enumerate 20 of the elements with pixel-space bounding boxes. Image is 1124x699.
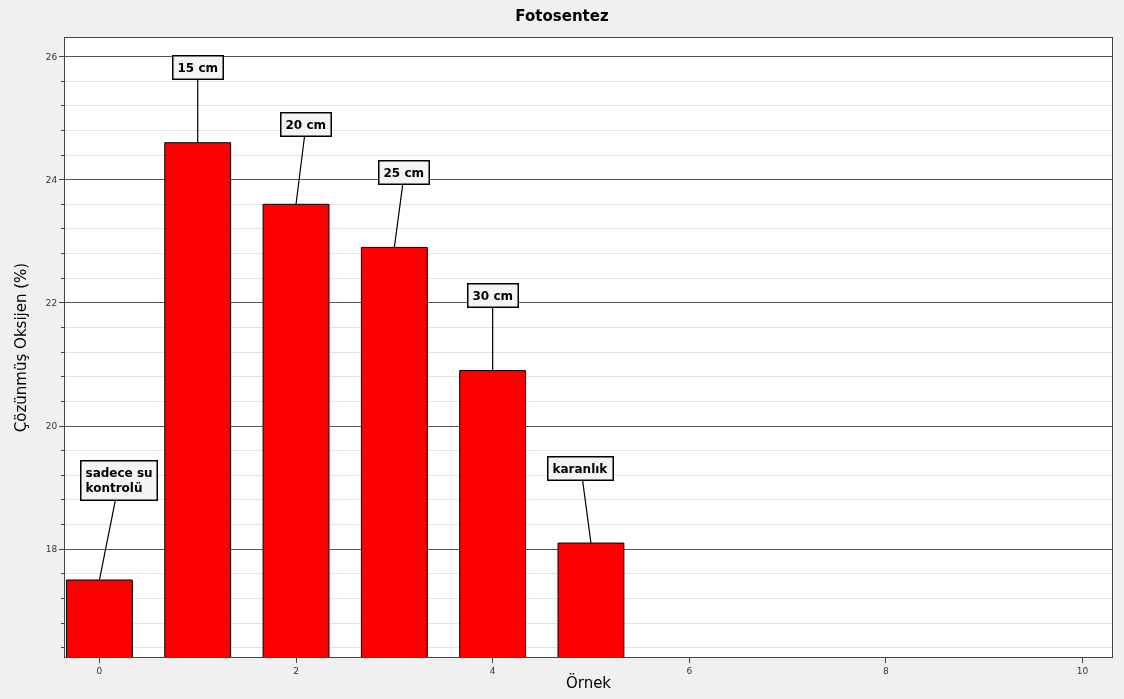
x-tick-label: 2 bbox=[293, 665, 299, 676]
annotation: 25 cm bbox=[383, 165, 424, 180]
annotation: 20 cm bbox=[285, 117, 326, 132]
y-tick-label: 22 bbox=[45, 298, 58, 308]
y-tick-label: 26 bbox=[45, 51, 58, 62]
annotation: 30 cm bbox=[472, 288, 513, 303]
annotation: 15 cm bbox=[177, 60, 218, 75]
annotation: sadece su kontrolü bbox=[85, 465, 153, 496]
x-tick-label: 6 bbox=[686, 665, 693, 676]
y-tick-label: 24 bbox=[45, 174, 58, 185]
y-tick-label: 18 bbox=[45, 544, 58, 555]
x-tick-label: 10 bbox=[1076, 665, 1089, 676]
y-tick-label: 20 bbox=[45, 421, 58, 432]
x-tick-label: 0 bbox=[96, 665, 103, 676]
annotation: karanlık bbox=[552, 461, 609, 476]
y-axis-title: Çözünmüş Oksijen (%) bbox=[12, 262, 30, 433]
x-tick-label: 8 bbox=[883, 665, 890, 676]
x-tick-label: 4 bbox=[489, 665, 496, 676]
x-axis-title: Örnek bbox=[565, 672, 612, 692]
chart-title: Fotosentez bbox=[515, 6, 609, 25]
